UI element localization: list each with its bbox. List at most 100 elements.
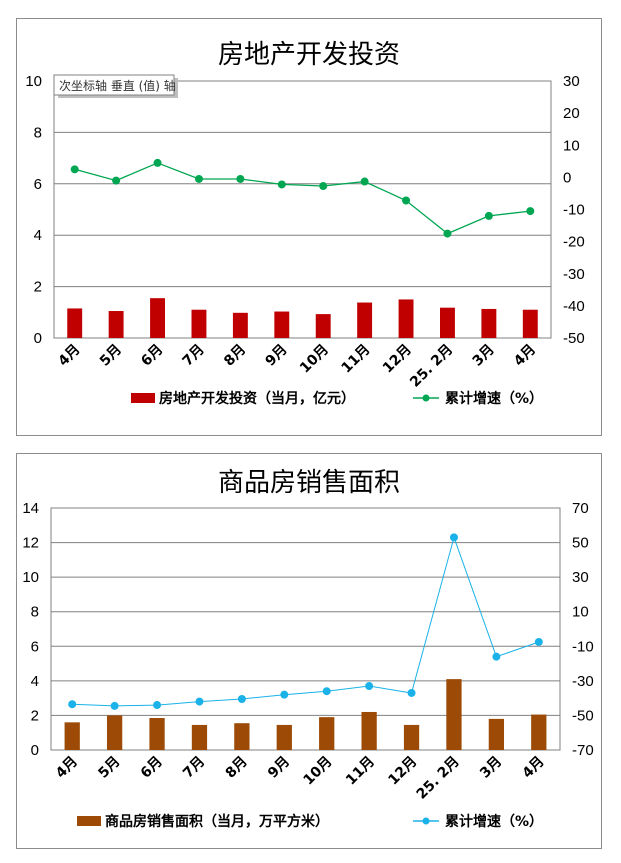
line-point bbox=[236, 174, 245, 183]
line-point bbox=[280, 690, 289, 699]
chart-sales-area: 商品房销售面积 0 2 4 6 8 10 12 14 -70 -50 -30 -10 10 30 50 70 4… bbox=[16, 453, 602, 849]
chart-title: 房地产开发投资 bbox=[218, 40, 400, 70]
x-tick-label: 6月 bbox=[138, 754, 166, 782]
bar bbox=[234, 723, 250, 750]
bar bbox=[150, 298, 165, 338]
bar bbox=[191, 724, 208, 750]
line-point bbox=[112, 176, 121, 185]
y-right-tick-label: -40 bbox=[563, 298, 585, 315]
y-left-tick-label: 8 bbox=[31, 604, 39, 621]
legend-bar-label: 商品房销售面积（当月，万平方米） bbox=[105, 813, 329, 830]
y-left-tick-label: 10 bbox=[25, 73, 42, 90]
bar bbox=[149, 718, 165, 750]
series-line bbox=[74, 162, 531, 235]
y-right-tick-label: -10 bbox=[563, 202, 585, 219]
y-right-tick-label: 20 bbox=[563, 105, 580, 122]
y-right-tick-label: 30 bbox=[572, 569, 589, 586]
x-tick-label: 7月 bbox=[180, 754, 208, 782]
y-right-tick-label: -30 bbox=[572, 673, 594, 690]
y-right-tick-label: 50 bbox=[572, 535, 589, 552]
x-tick-label: 7月 bbox=[180, 342, 208, 370]
bar bbox=[488, 718, 505, 750]
line-point bbox=[277, 180, 286, 189]
x-tick-label: 10月 bbox=[301, 754, 336, 789]
y-left-tick-label: 6 bbox=[31, 638, 39, 655]
legend-bar-swatch bbox=[77, 816, 101, 826]
bar bbox=[64, 722, 80, 750]
bar bbox=[191, 309, 207, 338]
line-point bbox=[443, 229, 452, 238]
x-tick-label: 9月 bbox=[263, 342, 291, 370]
x-tick-label: 25. 2月 bbox=[407, 342, 456, 391]
line-point bbox=[110, 701, 119, 710]
x-tick-label: 4月 bbox=[520, 754, 548, 782]
tooltip-text: 次坐标轴 垂直 (值) 轴 bbox=[59, 78, 176, 93]
y-left-tick-label: 0 bbox=[31, 742, 39, 759]
axis-tooltip: 次坐标轴 垂直 (值) 轴 bbox=[53, 74, 178, 98]
line-point bbox=[153, 158, 162, 167]
y-right-tick-label: -50 bbox=[563, 330, 585, 347]
x-tick-label: 4月 bbox=[511, 342, 539, 370]
bar bbox=[357, 302, 373, 338]
tooltip-box bbox=[53, 74, 175, 96]
x-tick-label: 8月 bbox=[221, 342, 249, 370]
x-tick-label: 5月 bbox=[97, 342, 125, 370]
x-tick-label: 5月 bbox=[95, 754, 123, 782]
plot-area bbox=[50, 507, 561, 751]
series-line bbox=[72, 535, 539, 707]
line-point bbox=[70, 165, 79, 174]
chart-sales-area-svg: 商品房销售面积 0 2 4 6 8 10 12 14 -70 -50 -30 -10 10 30 50 70 4… bbox=[22, 468, 594, 830]
x-tick-label: 6月 bbox=[138, 342, 166, 370]
line-point bbox=[360, 177, 369, 186]
chart-title: 商品房销售面积 bbox=[218, 468, 400, 498]
line-point bbox=[195, 697, 204, 706]
x-tick-label: 8月 bbox=[223, 754, 251, 782]
bar bbox=[232, 312, 248, 338]
line-point bbox=[484, 211, 493, 220]
y-left-tick-label: 2 bbox=[34, 279, 42, 296]
line-point bbox=[526, 207, 535, 216]
x-tick-label: 3月 bbox=[477, 754, 505, 782]
bar bbox=[440, 307, 455, 338]
line-point bbox=[449, 533, 458, 542]
bar bbox=[446, 679, 462, 750]
y-right-tick-label: 10 bbox=[572, 604, 589, 621]
line-point bbox=[322, 687, 331, 696]
bar bbox=[531, 714, 547, 750]
legend-bar-swatch bbox=[131, 393, 155, 403]
line-point bbox=[534, 637, 543, 646]
line-point bbox=[407, 688, 416, 697]
plot-area bbox=[53, 80, 552, 339]
line-point bbox=[319, 182, 328, 191]
y-left-tick-label: 6 bbox=[34, 176, 42, 193]
line-point bbox=[365, 682, 374, 691]
x-tick-label: 11月 bbox=[338, 342, 373, 377]
bar bbox=[276, 724, 292, 750]
x-tick-label: 3月 bbox=[470, 342, 498, 370]
line-point bbox=[237, 695, 246, 704]
y-right-tick-label: -50 bbox=[572, 707, 594, 724]
bar bbox=[398, 299, 414, 338]
y-right-tick-label: -70 bbox=[572, 742, 594, 759]
y-left-tick-label: 0 bbox=[34, 330, 42, 347]
line-point bbox=[402, 196, 411, 205]
x-tick-label: 25. 2月 bbox=[414, 754, 463, 803]
line-point bbox=[153, 701, 162, 710]
legend-line-marker bbox=[422, 394, 430, 402]
y-right-tick-label: -20 bbox=[563, 234, 585, 251]
x-tick-label: 10月 bbox=[297, 342, 332, 377]
chart-investment: 房地产开发投资 0 2 4 6 8 10 -50 -40 -30 -20 -10 0 10 20 30 4月 5… bbox=[16, 18, 602, 436]
x-tick-label: 12月 bbox=[385, 754, 420, 789]
y-left-tick-label: 10 bbox=[22, 569, 39, 586]
chart-investment-svg: 房地产开发投资 0 2 4 6 8 10 -50 -40 -30 -20 -10 0 10 20 30 4月 5… bbox=[25, 40, 585, 407]
y-right-tick-label: -30 bbox=[563, 266, 585, 283]
y-left-tick-label: 4 bbox=[31, 673, 39, 690]
bar bbox=[274, 311, 290, 338]
legend-line-marker bbox=[422, 817, 430, 825]
bar bbox=[315, 314, 331, 338]
x-tick-label: 4月 bbox=[55, 342, 83, 370]
y-left-tick-label: 14 bbox=[22, 500, 39, 517]
x-tick-label: 12月 bbox=[380, 342, 415, 377]
bar bbox=[319, 717, 335, 750]
y-left-tick-label: 12 bbox=[22, 535, 39, 552]
